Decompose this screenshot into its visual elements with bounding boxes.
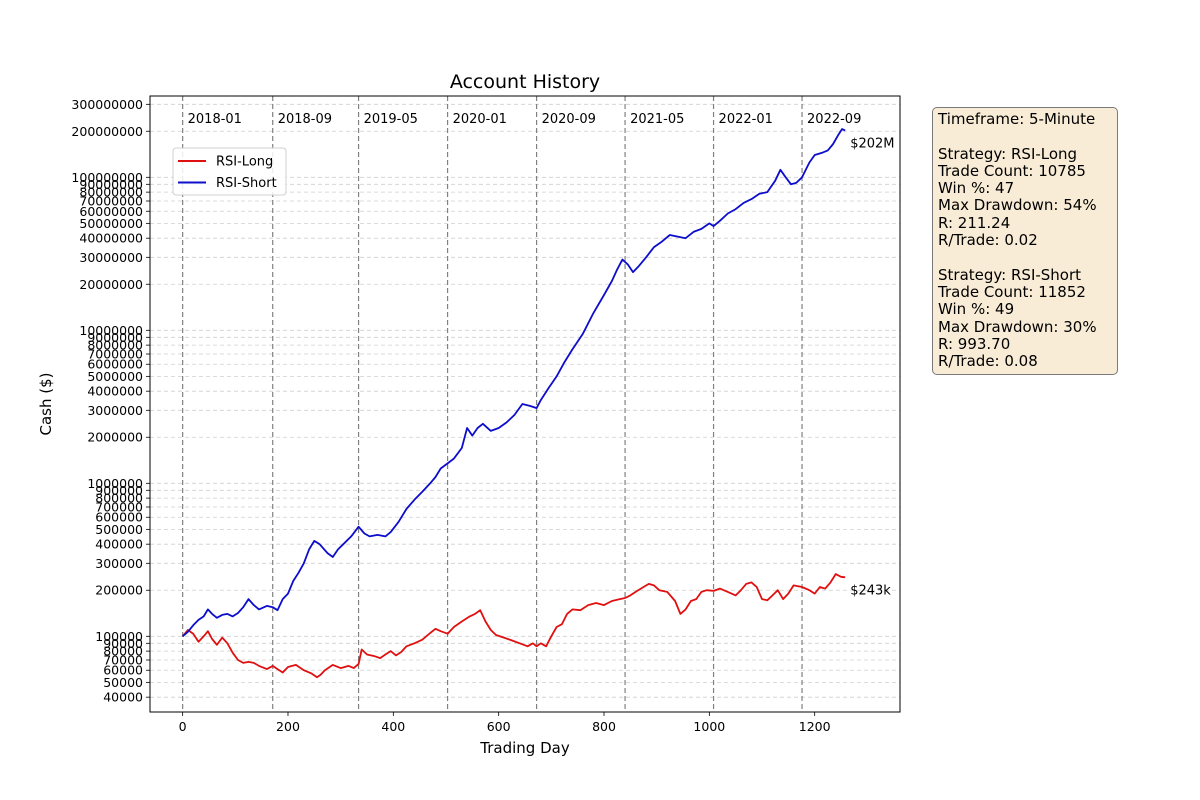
- info-line: Strategy: RSI-Short: [938, 265, 1082, 284]
- info-line: Win %: 47: [938, 179, 1015, 198]
- x-tick-label: 800: [592, 719, 616, 734]
- period-label: 2018-09: [278, 112, 332, 127]
- y-tick-label: 9000000: [87, 330, 143, 345]
- y-tick-label: 200000: [95, 583, 143, 598]
- y-tick-label: 20000000: [79, 277, 143, 292]
- y-tick-label: 5000000: [87, 369, 143, 384]
- y-tick-label: 3000000: [87, 403, 143, 418]
- y-tick-label: 1000000: [87, 476, 143, 491]
- plot-area: 4000050000600007000080000900001000002000…: [71, 95, 901, 734]
- y-tick-label: 600000: [95, 510, 143, 525]
- period-label: 2021-05: [630, 112, 684, 127]
- info-line: R: 211.24: [938, 213, 1011, 232]
- y-tick-label: 90000000: [79, 177, 143, 192]
- y-tick-label: 700000: [95, 499, 143, 514]
- y-tick-label: 6000000: [87, 357, 143, 372]
- x-tick-label: 1000: [693, 719, 725, 734]
- y-tick-label: 900000: [95, 483, 143, 498]
- y-tick-label: 300000: [95, 556, 143, 571]
- info-spacer: [938, 249, 1112, 266]
- info-spacer: [938, 128, 1112, 145]
- y-tick-label: 200000000: [71, 124, 143, 139]
- y-tick-label: 90000: [103, 636, 143, 651]
- plot-frame: [149, 95, 901, 713]
- period-label: 2018-01: [188, 112, 242, 127]
- info-line: R/Trade: 0.08: [938, 352, 1038, 371]
- x-tick-label: 400: [381, 719, 405, 734]
- period-label: 2019-05: [364, 112, 418, 127]
- info-line: Max Drawdown: 30%: [938, 317, 1097, 336]
- x-tick-label: 0: [179, 719, 187, 734]
- info-line: Timeframe: 5-Minute: [938, 110, 1096, 128]
- y-tick-label: 40000000: [79, 231, 143, 246]
- info-line: Max Drawdown: 54%: [938, 196, 1097, 215]
- period-label: 2022-09: [807, 112, 861, 127]
- y-tick-label: 100000000: [71, 170, 143, 185]
- info-line: R: 993.70: [938, 334, 1011, 353]
- x-tick-label: 1200: [799, 719, 831, 734]
- x-tick-label: 600: [487, 719, 511, 734]
- y-tick-label: 10000000: [79, 323, 143, 338]
- series-line-rsi-long: [182, 573, 846, 679]
- y-tick-label: 40000: [103, 690, 143, 705]
- y-tick-label: 50000: [103, 675, 143, 690]
- legend-label: RSI-Long: [216, 155, 273, 170]
- info-line: Win %: 49: [938, 300, 1015, 319]
- stats-info-box: Timeframe: 5-Minute Strategy: RSI-Long Tra…: [932, 107, 1118, 375]
- y-tick-label: 400000: [95, 537, 143, 552]
- chart-title: Account History: [450, 71, 600, 93]
- series-end-label: $243k: [850, 583, 891, 598]
- x-tick-label: 200: [276, 719, 300, 734]
- y-tick-label: 100000: [95, 629, 143, 644]
- y-tick-label: 60000000: [79, 204, 143, 219]
- x-axis-label: Trading Day: [479, 739, 570, 757]
- y-tick-label: 70000000: [79, 194, 143, 209]
- period-label: 2020-09: [542, 112, 596, 127]
- info-line: Strategy: RSI-Long: [938, 144, 1078, 163]
- legend-label: RSI-Short: [216, 176, 277, 191]
- period-label: 2022-01: [719, 112, 773, 127]
- y-tick-label: 50000000: [79, 216, 143, 231]
- series-line-rsi-short: [182, 128, 846, 637]
- y-tick-label: 8000000: [87, 338, 143, 353]
- y-axis-label: Cash ($): [37, 372, 55, 435]
- y-tick-label: 2000000: [87, 430, 143, 445]
- info-line: R/Trade: 0.02: [938, 231, 1038, 250]
- y-tick-label: 4000000: [87, 384, 143, 399]
- y-tick-label: 7000000: [87, 347, 143, 362]
- y-tick-label: 500000: [95, 522, 143, 537]
- series-end-label: $202M: [850, 137, 894, 152]
- info-line: Trade Count: 11852: [938, 282, 1086, 301]
- y-tick-label: 800000: [95, 491, 143, 506]
- y-tick-label: 80000: [103, 644, 143, 659]
- y-tick-label: 60000: [103, 663, 143, 678]
- y-tick-label: 70000: [103, 652, 143, 667]
- y-tick-label: 30000000: [79, 250, 143, 265]
- info-line: Trade Count: 10785: [938, 161, 1086, 180]
- period-label: 2020-01: [453, 112, 507, 127]
- y-tick-label: 80000000: [79, 185, 143, 200]
- y-tick-label: 300000000: [71, 97, 143, 112]
